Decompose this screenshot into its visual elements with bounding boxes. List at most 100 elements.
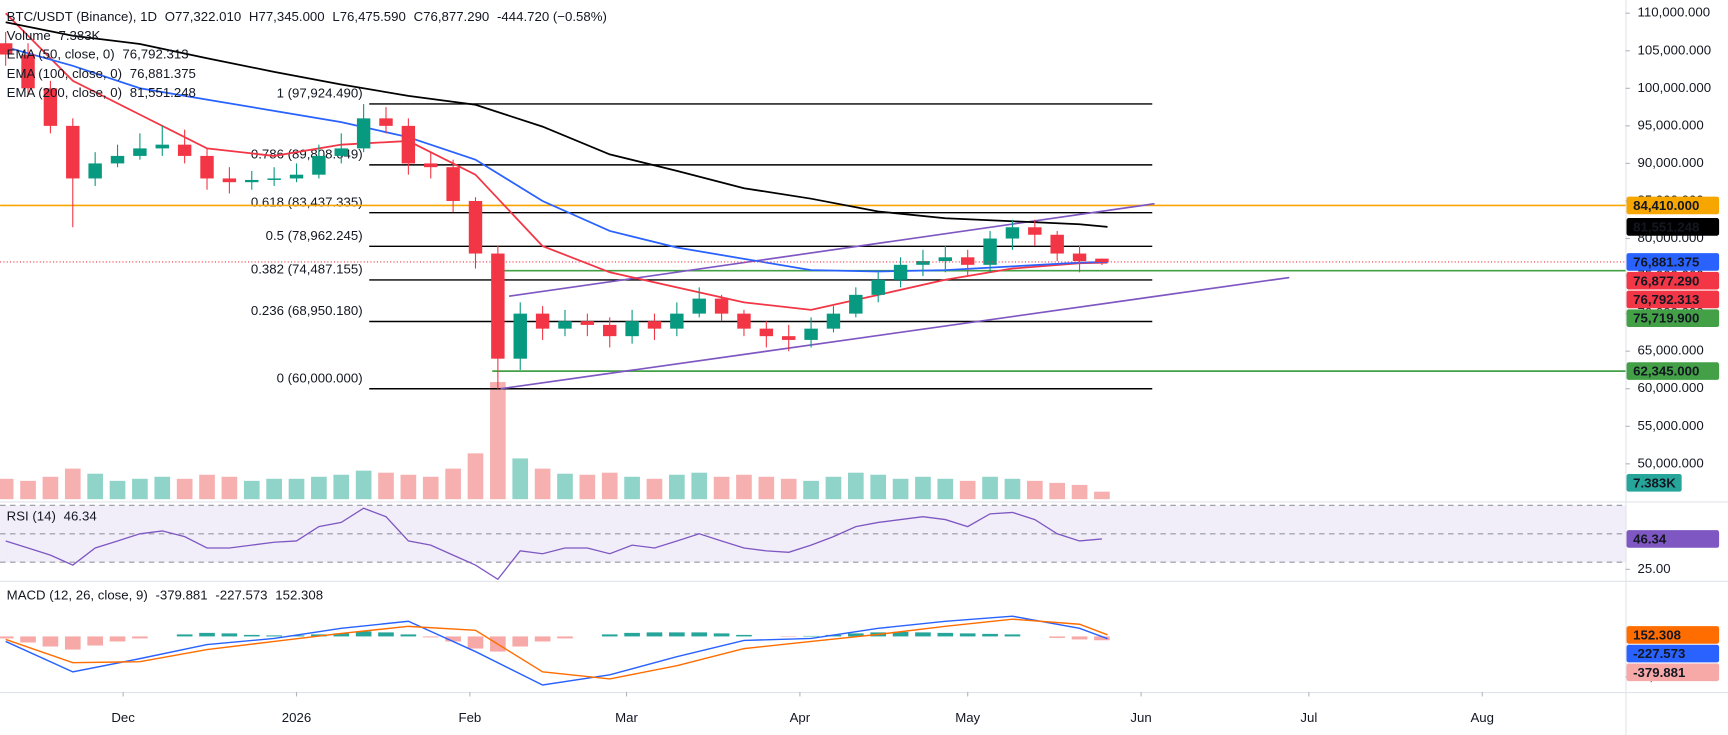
fib-label: 0.382 (74,487.155)	[251, 262, 363, 277]
macd-histogram-bar	[937, 632, 954, 637]
y-tick-label: 95,000.000	[1638, 117, 1704, 132]
candle-body	[177, 144, 192, 156]
candle-body	[938, 257, 953, 262]
price-label: 81,551.248	[1633, 219, 1699, 234]
ohlc-label: O77,322.010	[165, 9, 241, 24]
candle-body	[893, 264, 908, 280]
macd-histogram-bar	[669, 632, 685, 637]
volume-bar	[646, 478, 663, 500]
volume-bar	[288, 478, 305, 500]
price-label: 75,719.900	[1633, 311, 1699, 326]
volume-bar	[601, 472, 618, 500]
volume-bar	[937, 478, 954, 500]
candle-body	[43, 88, 58, 126]
legend-value: 7.383K	[58, 28, 100, 43]
macd-histogram-bar	[221, 633, 238, 637]
candle-body	[133, 148, 147, 156]
y-tick-label: 110,000.000	[1638, 5, 1711, 20]
candle-body	[356, 118, 371, 149]
candle-body	[155, 144, 169, 149]
volume-bar	[333, 474, 350, 500]
candle-body	[759, 328, 774, 337]
macd-histogram-bar	[333, 633, 350, 637]
y-tick-label: 90,000.000	[1638, 155, 1704, 170]
ohlc-label: L76,475.590	[332, 9, 406, 24]
legend-name: EMA (50, close, 0)	[7, 47, 115, 62]
candle-body	[804, 328, 818, 340]
candle-body	[1028, 227, 1042, 235]
volume-bar	[1004, 478, 1021, 500]
candle-body	[222, 178, 237, 183]
volume-bar	[490, 382, 506, 500]
legend-name: EMA (200, close, 0)	[7, 85, 122, 100]
volume-bar	[132, 478, 148, 500]
candle-body	[849, 294, 863, 314]
candle-body	[334, 148, 348, 156]
indicator-title: MACD (12, 26, close, 9)	[7, 588, 148, 603]
candle-body	[714, 298, 729, 314]
macd-histogram-bar	[646, 632, 663, 637]
price-label: 76,792.313	[1633, 292, 1699, 307]
x-tick-label: 2026	[282, 710, 311, 725]
y-tick-label: 60,000.000	[1638, 380, 1704, 395]
volume-bar	[87, 473, 103, 500]
volume-bar	[691, 472, 708, 500]
candle-body	[603, 324, 617, 337]
volume-bar	[42, 476, 59, 500]
volume-bar	[624, 476, 640, 500]
candle-body	[110, 155, 125, 164]
macd-histogram-bar	[467, 636, 484, 649]
price-label: 84,410.000	[1633, 198, 1699, 213]
candle-body	[245, 179, 259, 183]
macd-histogram-bar	[601, 634, 618, 637]
price-label-box	[1626, 253, 1720, 271]
candle-body	[670, 313, 684, 329]
price-label-box	[1626, 309, 1720, 327]
volume-bar	[400, 474, 417, 500]
candle-body	[200, 155, 214, 179]
volume-bar	[512, 458, 529, 500]
candle-body	[737, 313, 751, 329]
volume-bar	[378, 472, 394, 500]
volume-bar	[892, 478, 909, 500]
candle-body	[0, 43, 13, 55]
macd-histogram-bar	[378, 632, 394, 637]
legend-name: EMA (100, close, 0)	[7, 66, 122, 81]
volume-bar	[221, 476, 238, 500]
volume-bar	[669, 474, 685, 500]
x-tick-label: Jul	[1300, 710, 1317, 725]
legend-value: -379.881	[155, 588, 207, 603]
ohlc-label: C76,877.290	[414, 9, 490, 24]
macd-histogram-bar	[243, 634, 260, 637]
candle-body	[826, 313, 841, 329]
fib-label: 0 (60,000.000)	[277, 370, 363, 385]
candle-body	[312, 155, 326, 175]
candle-body	[289, 174, 304, 179]
macd-histogram-bar	[512, 636, 529, 647]
macd-histogram-bar	[266, 635, 282, 637]
macd-histogram-bar	[780, 636, 797, 637]
price-label: 152.308	[1633, 627, 1681, 642]
macd-histogram-bar	[803, 635, 819, 637]
price-label: -379.881	[1633, 665, 1685, 680]
macd-histogram-bar	[691, 632, 708, 637]
price-label-box	[1626, 663, 1720, 682]
volume-bar	[445, 468, 461, 500]
macd-histogram-bar	[915, 632, 931, 637]
volume-bar	[780, 478, 797, 500]
candle-body	[1050, 234, 1064, 254]
volume-bar	[534, 468, 551, 500]
volume-bar	[959, 480, 976, 500]
volume-bar	[1049, 482, 1066, 500]
volume-bar	[311, 476, 327, 500]
candle-body	[513, 313, 527, 359]
candle-body	[983, 238, 997, 265]
volume-bar	[825, 476, 842, 500]
ema-line	[5, 46, 1108, 273]
macd-histogram-bar	[1049, 636, 1066, 638]
price-label-box	[1626, 271, 1720, 290]
fib-label: 0.5 (78,962.245)	[266, 228, 363, 243]
candle-body	[491, 253, 505, 359]
volume-bar	[199, 474, 215, 500]
price-label-box	[1626, 644, 1720, 663]
